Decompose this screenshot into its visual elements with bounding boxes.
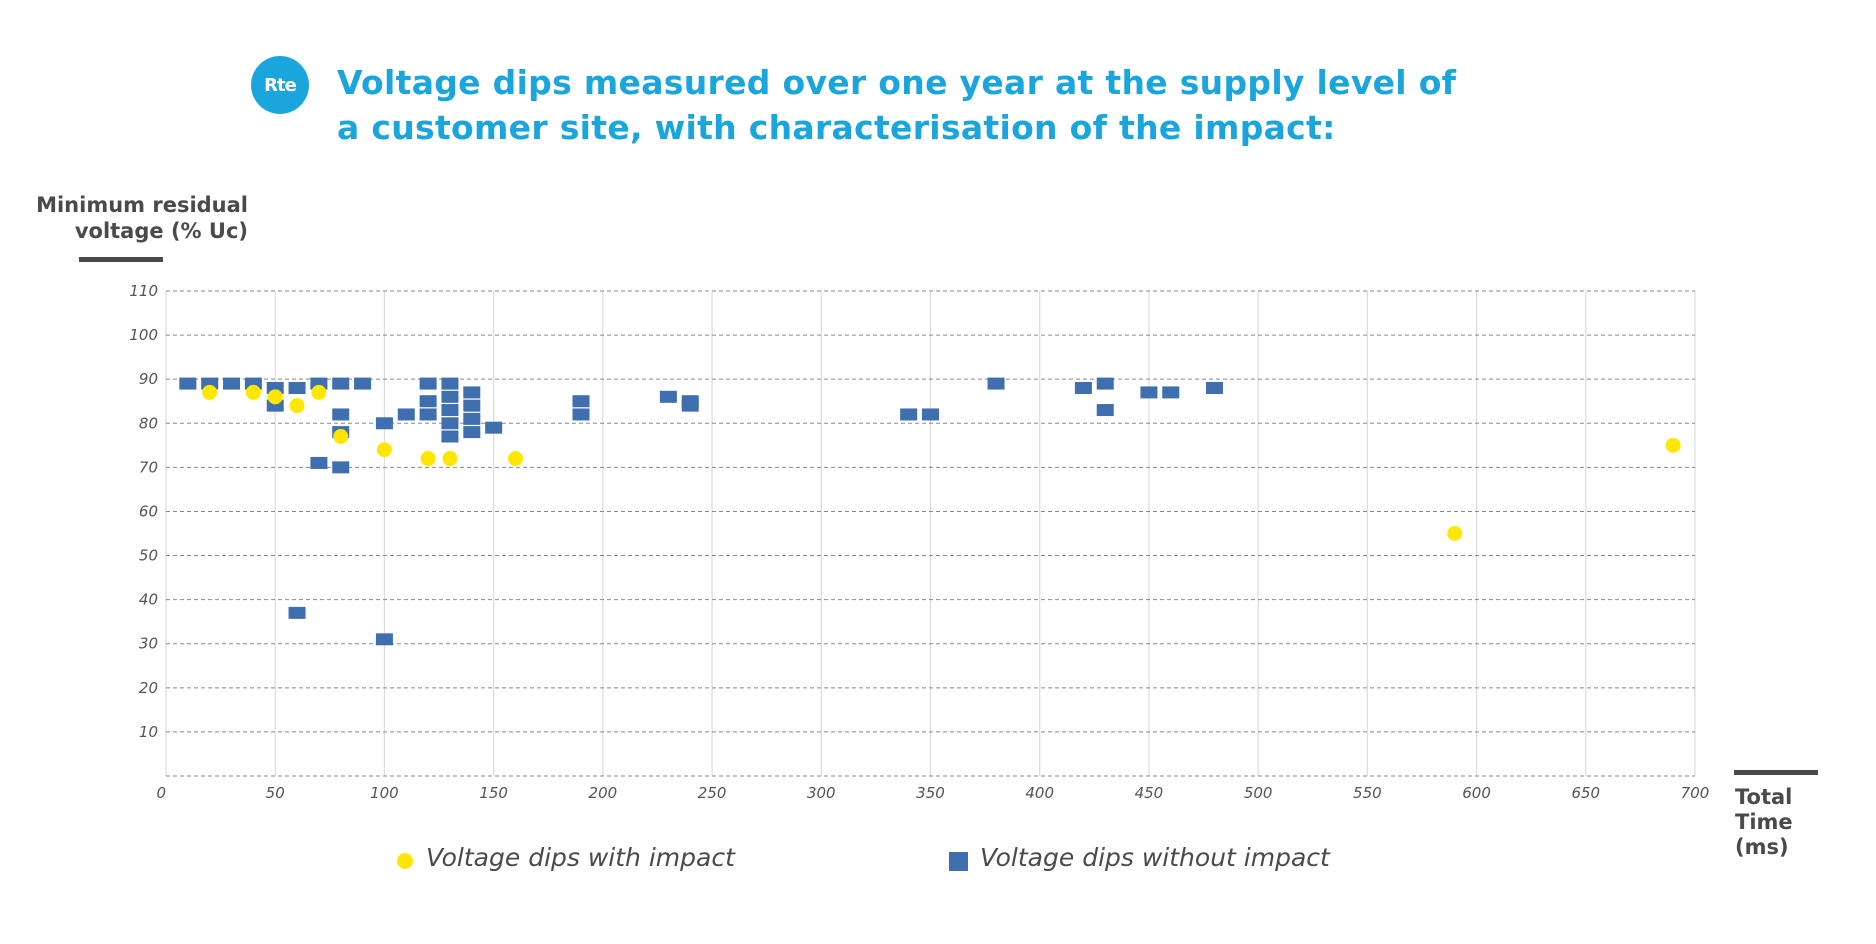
- data-point-without-impact: [288, 606, 306, 619]
- data-point-without-impact: [485, 421, 503, 434]
- x-axis-label-overline: [1734, 770, 1818, 775]
- data-point-without-impact: [419, 377, 437, 390]
- data-point-without-impact: [354, 377, 372, 390]
- title-line-1: Voltage dips measured over one year at t…: [337, 63, 1457, 102]
- x-tick-label: 300: [807, 784, 836, 802]
- legend-impact-label: Voltage dips with impact: [426, 843, 735, 872]
- title-line-2: a customer site, with characterisation o…: [337, 108, 1336, 147]
- x-tick-label: 700: [1681, 784, 1710, 802]
- data-point-without-impact: [288, 382, 306, 394]
- x-tick-label: 500: [1244, 784, 1273, 802]
- data-point-without-impact: [463, 412, 481, 425]
- data-point-without-impact: [310, 456, 328, 469]
- page-title: Voltage dips measured over one year at t…: [337, 60, 1457, 150]
- x-axis-label: Total Time (ms): [1735, 785, 1855, 860]
- data-point-without-impact: [572, 408, 590, 421]
- data-point-without-impact: [179, 377, 197, 390]
- x-tick-label: 150: [479, 784, 508, 802]
- x-axis-label-line-1: Total: [1735, 785, 1793, 809]
- data-point-without-impact: [441, 390, 459, 403]
- data-point-without-impact: [223, 377, 241, 390]
- x-tick-label: 200: [589, 784, 618, 802]
- legend-impact-marker: [397, 853, 413, 869]
- x-axis-label-line-3: (ms): [1735, 835, 1789, 859]
- data-point-without-impact: [572, 395, 590, 408]
- data-point-without-impact: [463, 426, 481, 439]
- x-tick-label: 450: [1135, 784, 1164, 802]
- y-tick-label: 60: [139, 502, 158, 520]
- y-tick-label: 70: [139, 458, 158, 476]
- x-tick-label: 400: [1025, 784, 1054, 802]
- data-point-without-impact: [922, 408, 939, 421]
- y-axis-label: Minimum residual voltage (% Uc): [30, 192, 248, 244]
- data-point-without-impact: [463, 399, 481, 412]
- grid: [165, 290, 1696, 777]
- data-point-with-impact: [376, 442, 392, 458]
- x-tick-label: 100: [370, 784, 399, 802]
- data-point-with-impact: [507, 451, 523, 467]
- data-point-without-impact: [441, 417, 459, 430]
- data-point-with-impact: [289, 398, 305, 414]
- data-point-without-impact: [681, 399, 699, 412]
- data-point-without-impact: [332, 408, 350, 421]
- data-point-without-impact: [332, 461, 350, 474]
- legend-no-impact-marker: [949, 852, 968, 871]
- data-point-without-impact: [375, 633, 393, 646]
- x-tick-label: 600: [1462, 784, 1491, 802]
- y-tick-label: 110: [129, 282, 158, 300]
- y-tick-label: 10: [139, 723, 158, 741]
- data-point-with-impact: [267, 389, 283, 405]
- y-tick-label: 30: [139, 635, 158, 653]
- data-point-without-impact: [441, 377, 459, 390]
- y-axis-label-underline: [79, 257, 163, 262]
- y-tick-label: 50: [139, 547, 158, 565]
- y-axis-label-line-2: voltage (% Uc): [74, 219, 248, 243]
- data-point-without-impact: [332, 377, 350, 390]
- data-point-without-impact: [441, 404, 459, 417]
- data-point-without-impact: [1074, 382, 1092, 394]
- data-point-without-impact: [900, 408, 918, 421]
- data-point-without-impact: [1140, 386, 1158, 399]
- x-tick-label: 550: [1353, 784, 1382, 802]
- data-point-without-impact: [397, 408, 415, 421]
- data-point-with-impact: [245, 384, 261, 400]
- y-tick-label: 20: [139, 679, 158, 697]
- x-tick-label: 50: [266, 784, 285, 802]
- data-points: [179, 377, 1681, 646]
- data-point-with-impact: [202, 384, 218, 400]
- y-tick-label: 40: [139, 591, 158, 609]
- logo-text: Rte: [264, 74, 297, 96]
- data-point-with-impact: [311, 384, 327, 400]
- data-point-without-impact: [375, 417, 393, 430]
- y-axis-label-line-1: Minimum residual: [36, 193, 248, 217]
- data-point-without-impact: [419, 395, 437, 408]
- data-point-without-impact: [659, 390, 677, 403]
- x-tick-label: 350: [916, 784, 945, 802]
- legend-no-impact-label: Voltage dips without impact: [980, 843, 1330, 872]
- x-tick-label: 650: [1571, 784, 1600, 802]
- y-tick-label: 100: [129, 326, 158, 344]
- data-point-without-impact: [441, 430, 459, 443]
- data-point-with-impact: [333, 429, 349, 444]
- data-point-with-impact: [442, 451, 458, 467]
- data-point-without-impact: [1205, 382, 1223, 394]
- axis-ticks: 10 20 30 40 50 60 70 80 90 100 110 0 50 100 150 200 250 3…: [129, 282, 1709, 802]
- data-point-with-impact: [1447, 526, 1463, 541]
- y-tick-label: 80: [139, 414, 158, 432]
- data-point-without-impact: [419, 408, 437, 421]
- data-point-without-impact: [1162, 386, 1180, 399]
- x-tick-label: 0: [156, 784, 166, 802]
- y-tick-label: 90: [139, 370, 158, 388]
- rte-logo: Rte: [251, 56, 309, 114]
- data-point-without-impact: [1096, 377, 1114, 390]
- data-point-without-impact: [987, 377, 1005, 390]
- x-axis-label-line-2: Time: [1735, 810, 1793, 834]
- x-tick-label: 250: [698, 784, 727, 802]
- data-point-with-impact: [420, 451, 436, 467]
- data-point-without-impact: [1096, 404, 1114, 417]
- data-point-without-impact: [463, 386, 481, 399]
- data-point-with-impact: [1665, 437, 1681, 453]
